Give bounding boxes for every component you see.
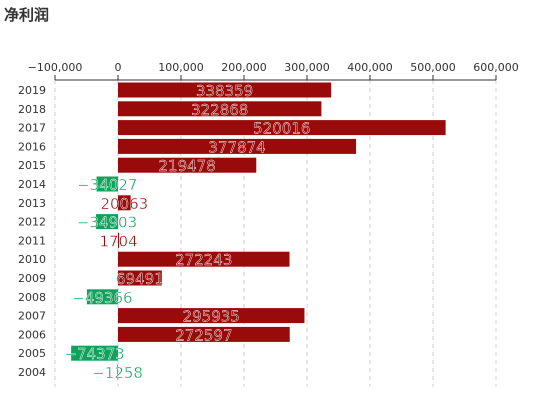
value-label: 1704 [99,232,137,250]
value-label: 20063 [100,195,148,213]
x-tick-label: 200,000 [221,61,267,74]
y-category-label: 2004 [18,366,46,379]
bar [118,82,332,98]
bar [118,232,120,248]
value-label: 272243 [175,251,232,269]
y-category-label: 2007 [18,310,46,323]
y-category-label: 2017 [18,122,46,135]
y-category-label: 2014 [18,178,46,191]
value-label: −34027 [77,176,137,194]
bar [71,345,118,361]
bar [118,326,290,342]
y-category-label: 2013 [18,197,46,210]
y-category-label: 2011 [18,234,46,247]
value-label: 338359 [196,82,253,100]
value-label: 272597 [175,326,232,344]
bar [118,138,357,154]
bar [118,120,446,136]
x-tick-label: 100,000 [158,61,204,74]
value-label: 520016 [253,120,310,138]
value-label: −1258 [92,364,143,382]
value-label: 69491 [116,270,164,288]
y-category-label: 2008 [18,291,46,304]
x-tick-label: −100,000 [28,61,83,74]
bar [96,214,118,230]
bar [118,251,290,267]
x-tick-label: 400,000 [347,61,393,74]
x-tick-label: 0 [115,61,122,74]
chart-title: 净利润 [4,6,50,24]
bar [118,157,257,173]
bar [118,195,131,211]
value-label: 377874 [208,138,265,156]
y-category-label: 2019 [18,84,46,97]
y-category-label: 2006 [18,328,46,341]
bar [118,101,322,117]
bar [118,270,162,286]
value-label: 219478 [159,157,216,175]
x-tick-label: 300,000 [284,61,330,74]
y-category-label: 2015 [18,159,46,172]
x-tick-label: 600,000 [473,61,519,74]
y-category-label: 2010 [18,253,46,266]
value-label: −34903 [77,214,137,232]
x-tick-label: 500,000 [410,61,456,74]
bar [96,176,118,192]
value-label: −49366 [72,289,132,307]
y-category-label: 2012 [18,216,46,229]
bar [118,308,305,324]
bar [86,289,118,305]
value-label: 295935 [183,308,240,326]
value-label: −74373 [64,345,124,363]
y-category-label: 2016 [18,140,46,153]
y-category-label: 2009 [18,272,46,285]
value-label: 322868 [191,101,248,119]
y-category-label: 2005 [18,347,46,360]
bar [117,364,118,380]
y-category-label: 2018 [18,103,46,116]
